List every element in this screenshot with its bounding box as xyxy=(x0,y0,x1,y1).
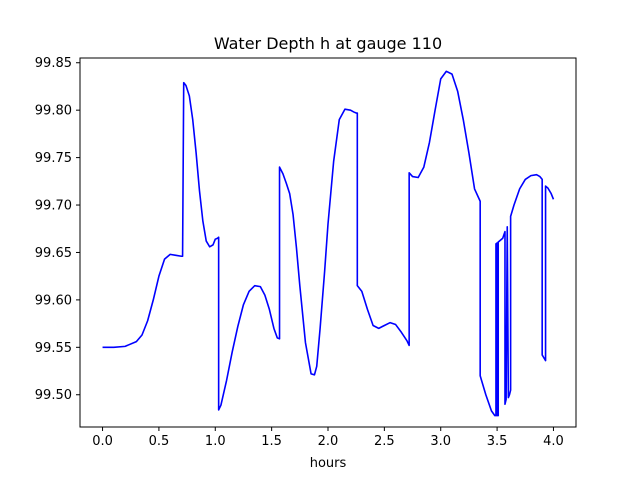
x-tick-label: 2.0 xyxy=(318,434,339,449)
x-tick-label: 3.5 xyxy=(487,434,508,449)
x-tick-label: 4.0 xyxy=(543,434,564,449)
y-tick-label: 99.80 xyxy=(35,104,72,119)
x-tick-label: 1.5 xyxy=(261,434,282,449)
y-tick-label: 99.85 xyxy=(35,56,72,71)
y-tick-label: 99.50 xyxy=(35,388,72,403)
y-tick-label: 99.75 xyxy=(35,151,72,166)
series-line-0 xyxy=(102,70,555,417)
plot-area: 0.0 0.5 1.0 1.5 2.0 2.5 3.0 3.5 4.0 99.50 99.55 99.… xyxy=(35,56,577,449)
y-tick-label: 99.60 xyxy=(35,293,72,308)
x-axis-label: hours xyxy=(310,456,347,471)
y-tick-label: 99.70 xyxy=(35,199,72,214)
x-tick-label: 3.0 xyxy=(430,434,451,449)
chart-title: Water Depth h at gauge 110 xyxy=(214,34,442,53)
x-tick-label: 1.0 xyxy=(205,434,226,449)
x-tick-label: 2.5 xyxy=(374,434,395,449)
y-tick-label: 99.55 xyxy=(35,341,72,356)
y-tick-label: 99.65 xyxy=(35,246,72,261)
x-tick-label: 0.5 xyxy=(149,434,170,449)
x-tick-label: 0.0 xyxy=(92,434,113,449)
